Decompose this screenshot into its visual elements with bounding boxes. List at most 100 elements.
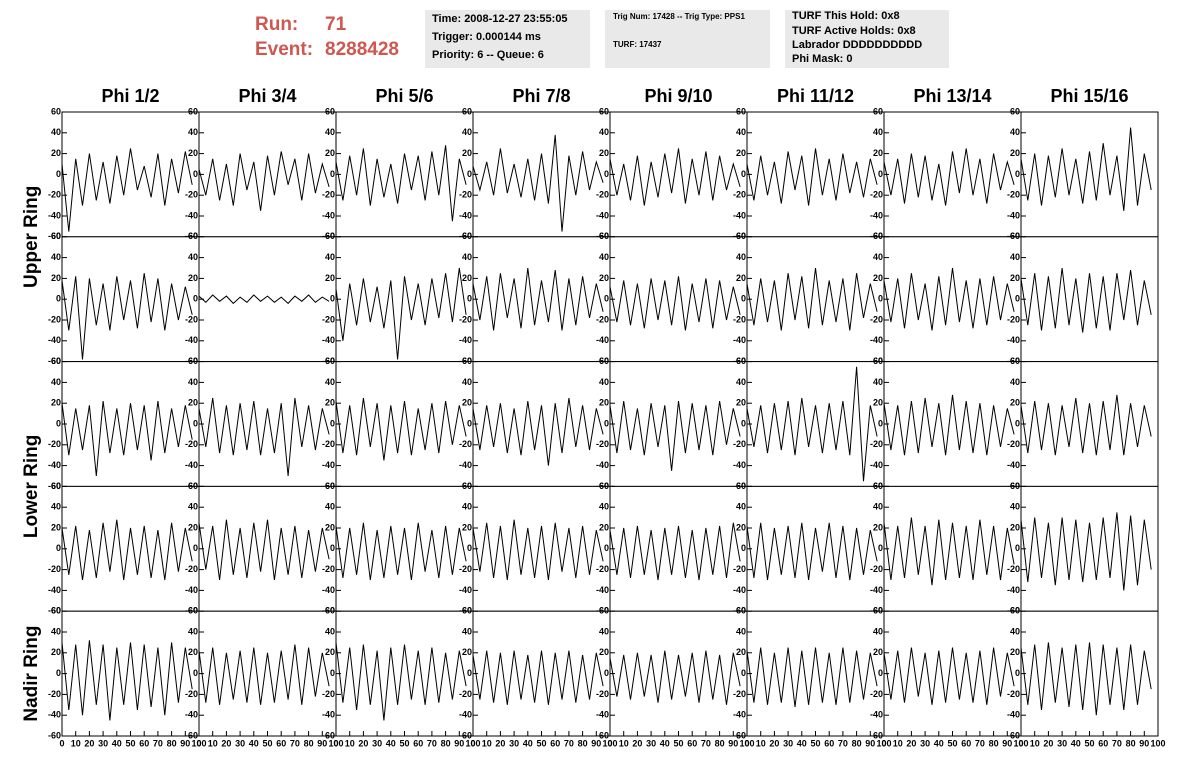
y-tick-label: 60 [1010,106,1020,116]
y-tick-label: 60 [51,231,61,241]
y-tick-label: -20 [185,689,198,699]
y-tick-label: 20 [1010,522,1020,532]
x-tick-label: 10 [482,738,492,748]
y-tick-label: 60 [873,356,883,366]
y-tick-label: -60 [870,231,883,241]
y-tick-label: -60 [459,730,472,740]
x-tick-label: 20 [769,738,779,748]
y-tick-label: -60 [596,231,609,241]
waveform [61,640,193,721]
y-tick-label: 40 [325,502,335,512]
x-tick-label: 10 [71,738,81,748]
y-tick-label: 20 [51,522,61,532]
y-tick-label: 0 [604,294,609,304]
waveform [1020,267,1152,333]
y-tick-label: -20 [870,314,883,324]
y-tick-label: 40 [188,626,198,636]
x-tick-label: 80 [304,738,314,748]
y-tick-label: 40 [1010,127,1020,137]
y-tick-label: 20 [1010,398,1020,408]
y-tick-label: 60 [599,481,609,491]
y-tick-label: 60 [1010,356,1020,366]
y-tick-label: -60 [459,231,472,241]
x-tick-label: 10 [345,738,355,748]
y-tick-label: 0 [604,418,609,428]
y-tick-label: 40 [188,502,198,512]
x-tick-label: 60 [961,738,971,748]
y-tick-label: -20 [596,314,609,324]
y-tick-label: 60 [188,231,198,241]
panel [61,236,200,363]
column-header: Phi 5/6 [375,86,433,106]
time: Time: 2008-12-27 23:55:05 [432,13,568,25]
y-tick-label: -40 [322,335,335,345]
y-tick-label: -40 [870,585,883,595]
y-tick-label: 0 [56,169,61,179]
waveform [61,401,193,477]
panel [609,236,748,363]
y-tick-label: 60 [325,481,335,491]
x-tick-label: 80 [1126,738,1136,748]
y-tick-label: 40 [188,377,198,387]
y-tick-label: -40 [870,210,883,220]
x-tick-label: 70 [838,738,848,748]
x-tick-label: 90 [1139,738,1149,748]
y-tick-label: 0 [1015,169,1020,179]
y-tick-label: 0 [741,418,746,428]
waveform [609,276,741,331]
x-tick-label: 70 [153,738,163,748]
x-tick-label: 70 [1112,738,1122,748]
y-tick-label: -40 [596,460,609,470]
y-tick-label: 40 [873,377,883,387]
x-tick-label: 50 [399,738,409,748]
y-tick-label: 0 [330,169,335,179]
y-tick-label: 40 [325,252,335,262]
y-tick-label: -20 [1007,689,1020,699]
y-tick-label: 40 [873,626,883,636]
y-tick-label: -20 [322,564,335,574]
row-header: Lower Ring [21,435,42,538]
y-tick-label: -40 [185,210,198,220]
waveform [335,522,467,581]
y-tick-label: -60 [48,231,61,241]
info-box [605,10,770,68]
y-tick-label: 40 [51,127,61,137]
y-tick-label: 0 [56,668,61,678]
x-tick-label: 100 [602,738,617,748]
y-tick-label: 20 [51,398,61,408]
x-tick-label: 0 [59,738,64,748]
labrador: Labrador DDDDDDDDDD [792,39,922,51]
y-tick-label: 60 [1010,481,1020,491]
waveform [883,647,1015,705]
turf: TURF: 17437 [613,40,662,49]
y-tick-label: -40 [1007,585,1020,595]
x-tick-label: 30 [235,738,245,748]
y-tick-label: 20 [51,273,61,283]
y-tick-label: -40 [1007,335,1020,345]
x-tick-label: 80 [578,738,588,748]
x-tick-label: 90 [728,738,738,748]
y-tick-label: -60 [322,356,335,366]
phi-mask: Phi Mask: 0 [792,53,853,65]
y-tick-label: 0 [878,543,883,553]
x-tick-label: 20 [495,738,505,748]
y-tick-label: 40 [462,127,472,137]
y-tick-label: -40 [733,210,746,220]
panel [335,610,474,737]
y-tick-label: -60 [459,356,472,366]
y-tick-label: -40 [185,335,198,345]
y-tick-label: 20 [325,522,335,532]
y-tick-label: 0 [878,294,883,304]
y-tick-label: 60 [462,606,472,616]
x-tick-label: 40 [660,738,670,748]
y-tick-label: 0 [741,169,746,179]
y-tick-label: -40 [459,710,472,720]
y-tick-label: -40 [733,460,746,470]
y-tick-label: 60 [599,606,609,616]
y-tick-label: 60 [599,356,609,366]
y-tick-label: -20 [48,689,61,699]
y-tick-label: 0 [467,668,472,678]
y-tick-label: 60 [325,606,335,616]
x-tick-label: 100 [465,738,480,748]
